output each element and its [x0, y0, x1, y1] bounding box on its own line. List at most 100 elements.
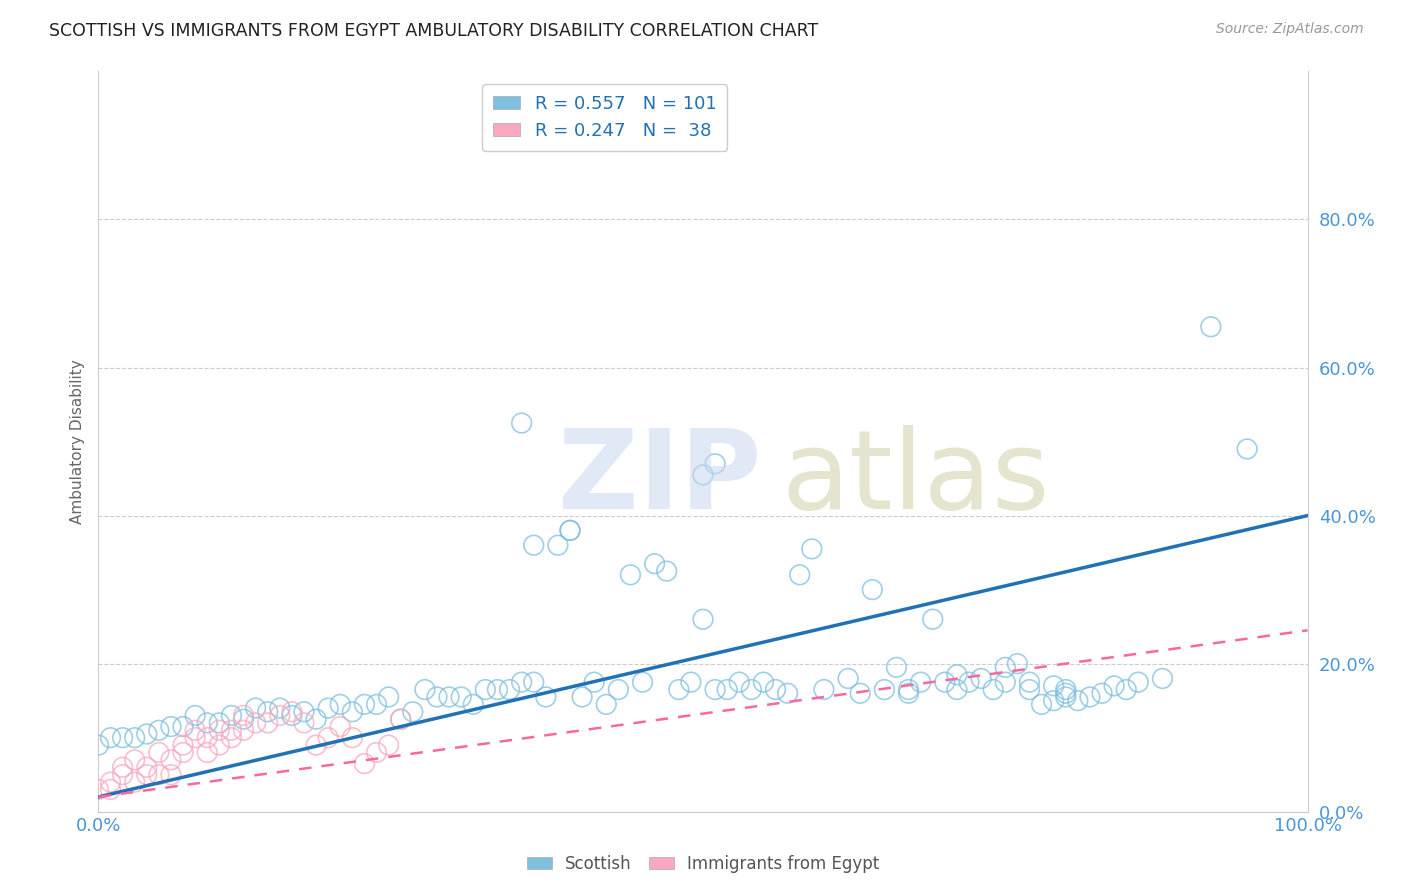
Point [208, 715, 231, 730]
Point [413, 682, 436, 697]
Point [232, 712, 254, 726]
Point [148, 746, 170, 760]
Point [813, 682, 835, 697]
Point [534, 690, 557, 704]
Point [195, 746, 218, 760]
Point [1078, 690, 1101, 704]
Point [342, 705, 364, 719]
Point [547, 538, 569, 552]
Point [679, 675, 702, 690]
Point [704, 457, 727, 471]
Point [172, 738, 194, 752]
Point [1018, 675, 1040, 690]
Point [232, 723, 254, 738]
Point [523, 675, 546, 690]
Point [1031, 698, 1053, 712]
Point [897, 682, 920, 697]
Point [221, 723, 243, 738]
Point [981, 682, 1004, 697]
Point [366, 698, 388, 712]
Point [1236, 442, 1258, 456]
Point [232, 708, 254, 723]
Point [269, 708, 291, 723]
Point [837, 672, 859, 686]
Point [849, 686, 872, 700]
Point [474, 682, 496, 697]
Point [160, 720, 183, 734]
Point [208, 723, 231, 738]
Text: ZIP: ZIP [558, 425, 761, 532]
Point [1102, 679, 1125, 693]
Point [87, 738, 110, 752]
Text: Source: ZipAtlas.com: Source: ZipAtlas.com [1216, 22, 1364, 37]
Point [1018, 682, 1040, 697]
Point [124, 753, 146, 767]
Point [172, 746, 194, 760]
Point [655, 564, 678, 578]
Point [668, 682, 690, 697]
Point [692, 467, 714, 482]
Point [184, 723, 207, 738]
Point [450, 690, 472, 704]
Point [172, 720, 194, 734]
Point [776, 686, 799, 700]
Point [426, 690, 449, 704]
Point [946, 667, 969, 681]
Point [353, 698, 375, 712]
Point [716, 682, 738, 697]
Point [910, 675, 932, 690]
Point [316, 731, 339, 745]
Point [100, 775, 122, 789]
Point [256, 705, 278, 719]
Point [692, 612, 714, 626]
Point [1199, 319, 1222, 334]
Point [498, 682, 520, 697]
Point [558, 524, 581, 538]
Legend: R = 0.557   N = 101, R = 0.247   N =  38: R = 0.557 N = 101, R = 0.247 N = 38 [482, 84, 727, 151]
Point [631, 675, 654, 690]
Point [1128, 675, 1150, 690]
Point [1067, 694, 1090, 708]
Point [245, 701, 267, 715]
Point [195, 715, 218, 730]
Point [946, 682, 969, 697]
Point [897, 686, 920, 700]
Point [728, 675, 751, 690]
Point [87, 782, 110, 797]
Point [583, 675, 606, 690]
Point [619, 567, 641, 582]
Y-axis label: Ambulatory Disability: Ambulatory Disability [69, 359, 84, 524]
Point [463, 698, 485, 712]
Point [558, 524, 581, 538]
Point [184, 708, 207, 723]
Point [800, 541, 823, 556]
Point [789, 567, 811, 582]
Point [111, 731, 134, 745]
Point [921, 612, 943, 626]
Point [221, 731, 243, 745]
Point [329, 698, 352, 712]
Point [873, 682, 896, 697]
Point [195, 731, 218, 745]
Point [111, 767, 134, 781]
Point [281, 705, 304, 719]
Point [1042, 679, 1064, 693]
Point [292, 715, 315, 730]
Point [994, 675, 1017, 690]
Point [970, 672, 993, 686]
Point [377, 690, 399, 704]
Point [389, 712, 412, 726]
Point [389, 712, 412, 726]
Point [1042, 694, 1064, 708]
Point [1152, 672, 1174, 686]
Point [221, 708, 243, 723]
Point [135, 767, 157, 781]
Point [860, 582, 883, 597]
Text: SCOTTISH VS IMMIGRANTS FROM EGYPT AMBULATORY DISABILITY CORRELATION CHART: SCOTTISH VS IMMIGRANTS FROM EGYPT AMBULA… [49, 22, 818, 40]
Point [111, 760, 134, 774]
Point [366, 746, 388, 760]
Point [740, 682, 762, 697]
Point [256, 715, 278, 730]
Point [644, 557, 666, 571]
Point [329, 720, 352, 734]
